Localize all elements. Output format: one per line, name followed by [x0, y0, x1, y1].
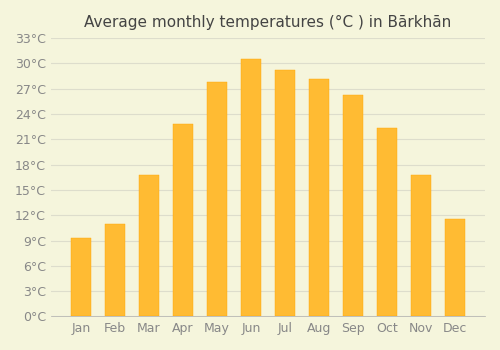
Bar — [104, 224, 125, 316]
Bar — [138, 175, 159, 316]
Bar — [377, 127, 397, 316]
Bar — [70, 238, 91, 316]
Bar — [206, 82, 227, 316]
Bar — [240, 59, 261, 316]
Bar — [445, 219, 466, 316]
Bar — [172, 124, 193, 316]
Bar — [343, 96, 363, 316]
Title: Average monthly temperatures (°C ) in Bārkhān: Average monthly temperatures (°C ) in Bā… — [84, 15, 452, 30]
Bar — [411, 175, 431, 316]
Bar — [309, 79, 329, 316]
Bar — [274, 70, 295, 316]
